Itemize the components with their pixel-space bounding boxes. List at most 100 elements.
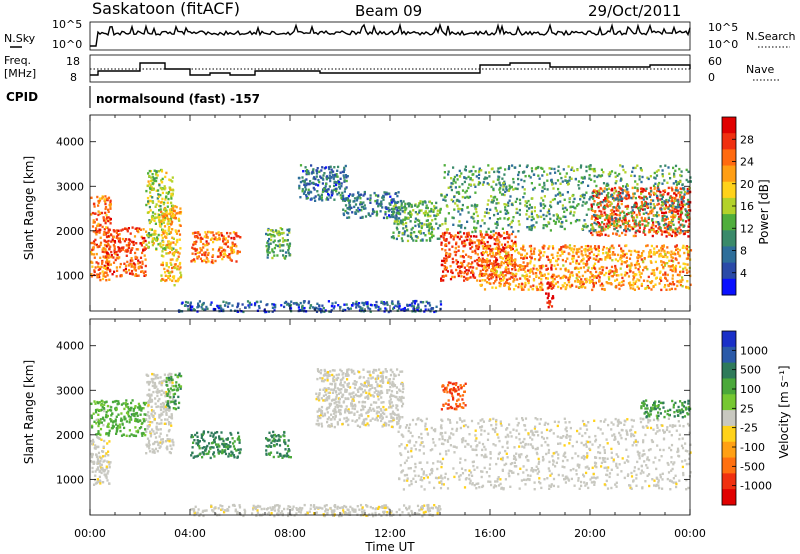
heatmap-cell <box>457 231 460 234</box>
heatmap-cell <box>673 207 676 211</box>
heatmap-cell <box>644 195 648 199</box>
heatmap-cell <box>403 231 406 235</box>
heatmap-cell <box>440 277 443 280</box>
heatmap-cell <box>599 284 602 287</box>
heatmap-cell <box>538 265 541 268</box>
heatmap-cell <box>96 265 100 268</box>
heatmap-cell <box>498 170 501 174</box>
heatmap-cell <box>585 260 589 263</box>
heatmap-cell <box>615 220 618 223</box>
heatmap-cell <box>578 187 581 190</box>
heatmap-cell <box>353 200 356 203</box>
heatmap-cell <box>485 247 488 250</box>
heatmap-cell <box>491 264 494 267</box>
heatmap-cell <box>194 252 197 256</box>
heatmap-cell <box>197 255 200 258</box>
heatmap-cell <box>585 201 588 204</box>
heatmap-cell <box>552 214 555 217</box>
heatmap-cell <box>335 181 338 185</box>
heatmap-cell <box>455 250 458 254</box>
heatmap-cell <box>506 255 510 258</box>
heatmap-cell <box>160 254 163 257</box>
heatmap-cell <box>406 202 409 206</box>
heatmap-cell <box>642 250 645 253</box>
heatmap-cell <box>236 251 239 254</box>
heatmap-cell <box>652 184 656 187</box>
heatmap-cell <box>145 230 148 233</box>
heatmap-cell <box>549 282 552 286</box>
heatmap-cell <box>684 220 688 223</box>
heatmap-cell <box>93 269 96 272</box>
heatmap-cell <box>597 253 600 256</box>
heatmap-cell <box>466 220 469 223</box>
heatmap-cell <box>502 274 505 277</box>
heatmap-cell <box>643 204 646 207</box>
heatmap-cell <box>355 306 358 309</box>
heatmap-cell <box>569 273 572 276</box>
heatmap-cell <box>444 195 447 198</box>
heatmap-cell <box>595 255 598 258</box>
heatmap-cell <box>585 213 588 216</box>
heatmap-cell <box>653 187 656 191</box>
heatmap-cell <box>455 259 458 262</box>
heatmap-cell <box>657 188 660 191</box>
heatmap-cell <box>410 205 414 208</box>
heatmap-cell <box>600 282 604 285</box>
heatmap-cell <box>348 201 351 204</box>
heatmap-cell <box>523 188 526 191</box>
heatmap-cell <box>551 275 554 278</box>
heatmap-cell <box>344 204 348 207</box>
heatmap-cell <box>103 243 107 247</box>
heatmap-cell <box>269 229 273 232</box>
heatmap-cell <box>673 283 676 286</box>
heatmap-cell <box>648 286 651 290</box>
heatmap-cell <box>201 259 204 263</box>
heatmap-cell <box>395 214 398 217</box>
heatmap-cell <box>650 226 653 229</box>
heatmap-cell <box>165 252 168 255</box>
heatmap-cell <box>614 206 618 209</box>
heatmap-cell <box>171 228 174 231</box>
heatmap-cell <box>494 231 498 235</box>
heatmap-cell <box>669 253 672 256</box>
heatmap-cell <box>171 248 174 251</box>
heatmap-cell <box>667 186 670 190</box>
heatmap-cell <box>457 207 460 210</box>
heatmap-cell <box>156 236 159 239</box>
heatmap-cell <box>257 305 261 308</box>
heatmap-cell <box>529 250 533 253</box>
heatmap-cell <box>632 271 635 274</box>
heatmap-cell <box>520 253 523 256</box>
heatmap-cell <box>239 236 242 239</box>
heatmap-cell <box>99 265 102 269</box>
heatmap-cell <box>115 266 118 269</box>
heatmap-cell <box>476 214 479 218</box>
heatmap-cell <box>607 221 610 224</box>
heatmap-cell <box>109 222 112 225</box>
heatmap-cell <box>276 254 279 257</box>
heatmap-cell <box>602 284 605 287</box>
heatmap-cell <box>478 173 481 176</box>
heatmap-cell <box>215 232 218 235</box>
heatmap-cell <box>566 183 570 186</box>
heatmap-cell <box>498 188 501 191</box>
heatmap-cell <box>339 305 342 309</box>
heatmap-cell <box>167 197 170 201</box>
heatmap-cell <box>179 212 182 215</box>
heatmap-cell <box>423 310 426 313</box>
heatmap-cell <box>171 279 174 282</box>
heatmap-cell <box>176 279 180 282</box>
heatmap-cell <box>326 190 329 193</box>
heatmap-cell <box>595 276 598 279</box>
heatmap-cell <box>173 252 176 255</box>
heatmap-cell <box>605 225 608 228</box>
heatmap-cell <box>443 257 446 260</box>
heatmap-cell <box>179 266 182 269</box>
heatmap-cell <box>550 167 553 170</box>
heatmap-cell <box>647 275 650 279</box>
heatmap-cell <box>511 264 514 267</box>
heatmap-cell <box>564 215 567 219</box>
heatmap-cell <box>169 251 172 254</box>
heatmap-cell <box>530 256 533 259</box>
heatmap-cell <box>598 202 601 205</box>
